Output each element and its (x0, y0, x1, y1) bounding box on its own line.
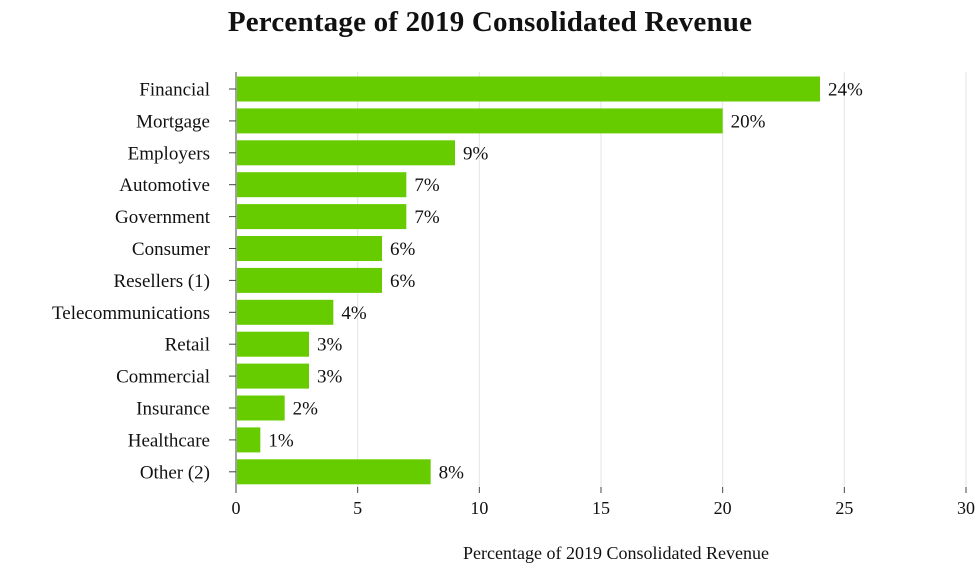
bar (237, 395, 285, 421)
x-tick-label: 0 (232, 498, 241, 518)
bar (237, 331, 309, 357)
data-label: 1% (268, 430, 294, 451)
data-label: 3% (317, 367, 343, 388)
bar (237, 267, 382, 293)
x-tick-label: 5 (353, 498, 362, 518)
data-label: 4% (341, 303, 367, 324)
bar (237, 363, 309, 389)
x-tick-label: 15 (592, 498, 610, 518)
bar (237, 427, 261, 453)
axes (229, 72, 967, 493)
category-label: Other (2) (140, 462, 210, 483)
bar (237, 108, 723, 134)
data-label: 7% (414, 175, 440, 196)
x-tick-label: 25 (835, 498, 853, 518)
category-label: Healthcare (128, 430, 210, 451)
bars (237, 76, 820, 485)
data-label: 24% (828, 80, 863, 101)
x-axis-label: Percentage of 2019 Consolidated Revenue (463, 543, 769, 563)
category-label: Retail (165, 335, 210, 356)
data-label: 6% (390, 239, 416, 260)
category-label: Automotive (119, 175, 210, 196)
data-label: 7% (414, 207, 440, 228)
labels: 0 5 10 15 20 25 30 Financial 24% Mortgage 20% Emplo… (52, 80, 975, 519)
category-label: Employers (128, 143, 210, 164)
bar (237, 204, 407, 230)
data-label: 8% (439, 462, 465, 483)
bar (237, 172, 407, 198)
category-label: Financial (139, 80, 210, 101)
category-label: Consumer (132, 239, 211, 260)
bar (237, 76, 820, 102)
chart-title: Percentage of 2019 Consolidated Revenue (227, 6, 753, 38)
data-label: 9% (463, 143, 489, 164)
bar (237, 459, 431, 485)
bar (237, 236, 382, 261)
x-tick-label: 30 (957, 498, 975, 518)
category-label: Mortgage (136, 111, 210, 132)
bar (237, 299, 334, 325)
data-label: 6% (390, 271, 416, 292)
data-label: 3% (317, 335, 343, 356)
data-label: 20% (731, 111, 766, 132)
category-label: Telecommunications (52, 303, 210, 324)
category-label: Resellers (1) (113, 271, 210, 292)
data-label: 2% (293, 399, 319, 420)
category-label: Insurance (136, 399, 210, 420)
bar (237, 140, 455, 166)
gridlines (357, 72, 967, 487)
category-label: Government (115, 207, 211, 228)
x-tick-label: 20 (714, 498, 732, 518)
x-tick-label: 10 (470, 498, 488, 518)
category-label: Commercial (116, 367, 210, 388)
